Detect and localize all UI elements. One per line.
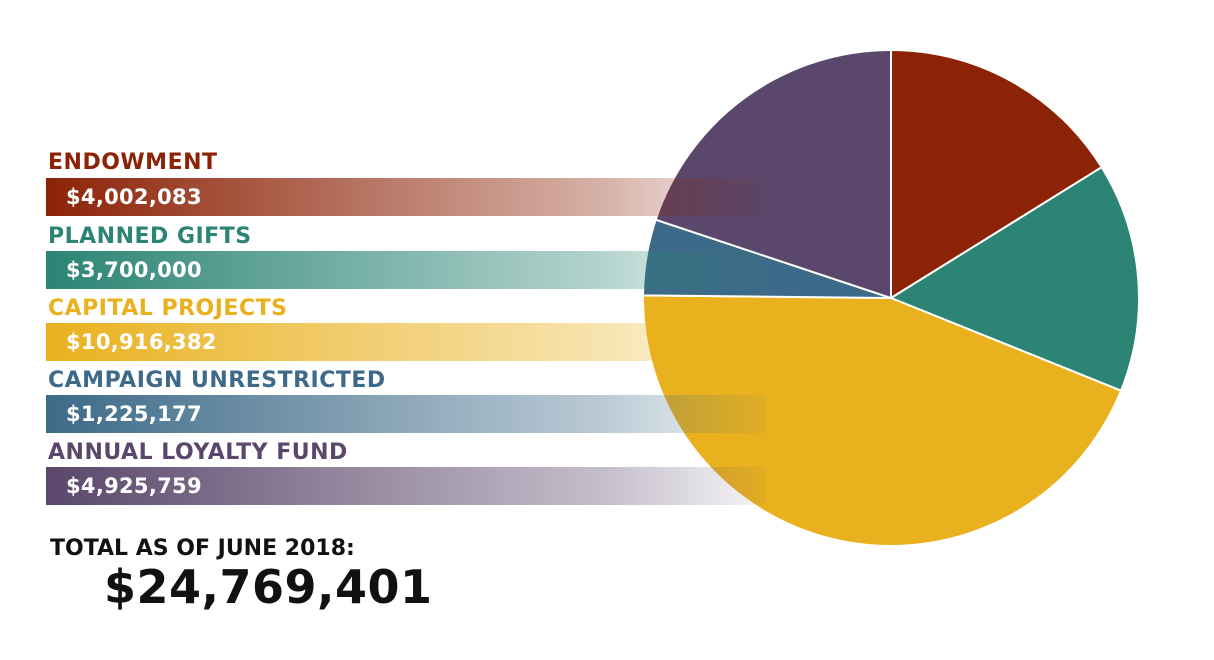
legend-bar-planned-gifts: $3,700,000 xyxy=(46,251,766,289)
legend-bar-capital-projects: $10,916,382 xyxy=(46,323,766,361)
legend-value-campaign-unrestricted: $1,225,177 xyxy=(66,402,202,426)
pie-slice-planned-gifts xyxy=(888,165,1140,392)
total-label: TOTAL AS OF JUNE 2018: xyxy=(50,536,355,561)
legend-label-campaign-unrestricted: CAMPAIGN UNRESTRICTED xyxy=(48,368,386,393)
legend-label-capital-projects: CAPITAL PROJECTS xyxy=(48,296,288,321)
legend-value-planned-gifts: $3,700,000 xyxy=(66,258,202,282)
legend-bar-endowment: $4,002,083 xyxy=(46,178,766,216)
legend-label-endowment: ENDOWMENT xyxy=(48,150,218,175)
legend-label-planned-gifts: PLANNED GIFTS xyxy=(48,224,252,249)
legend-value-annual-loyalty-fund: $4,925,759 xyxy=(66,474,202,498)
legend-value-capital-projects: $10,916,382 xyxy=(66,330,217,354)
legend-bar-campaign-unrestricted: $1,225,177 xyxy=(46,395,766,433)
pie-slice-endowment xyxy=(890,48,1104,300)
total-value: $24,769,401 xyxy=(104,560,433,614)
legend-label-annual-loyalty-fund: ANNUAL LOYALTY FUND xyxy=(48,440,348,465)
legend-value-endowment: $4,002,083 xyxy=(66,185,202,209)
legend-bar-annual-loyalty-fund: $4,925,759 xyxy=(46,467,766,505)
